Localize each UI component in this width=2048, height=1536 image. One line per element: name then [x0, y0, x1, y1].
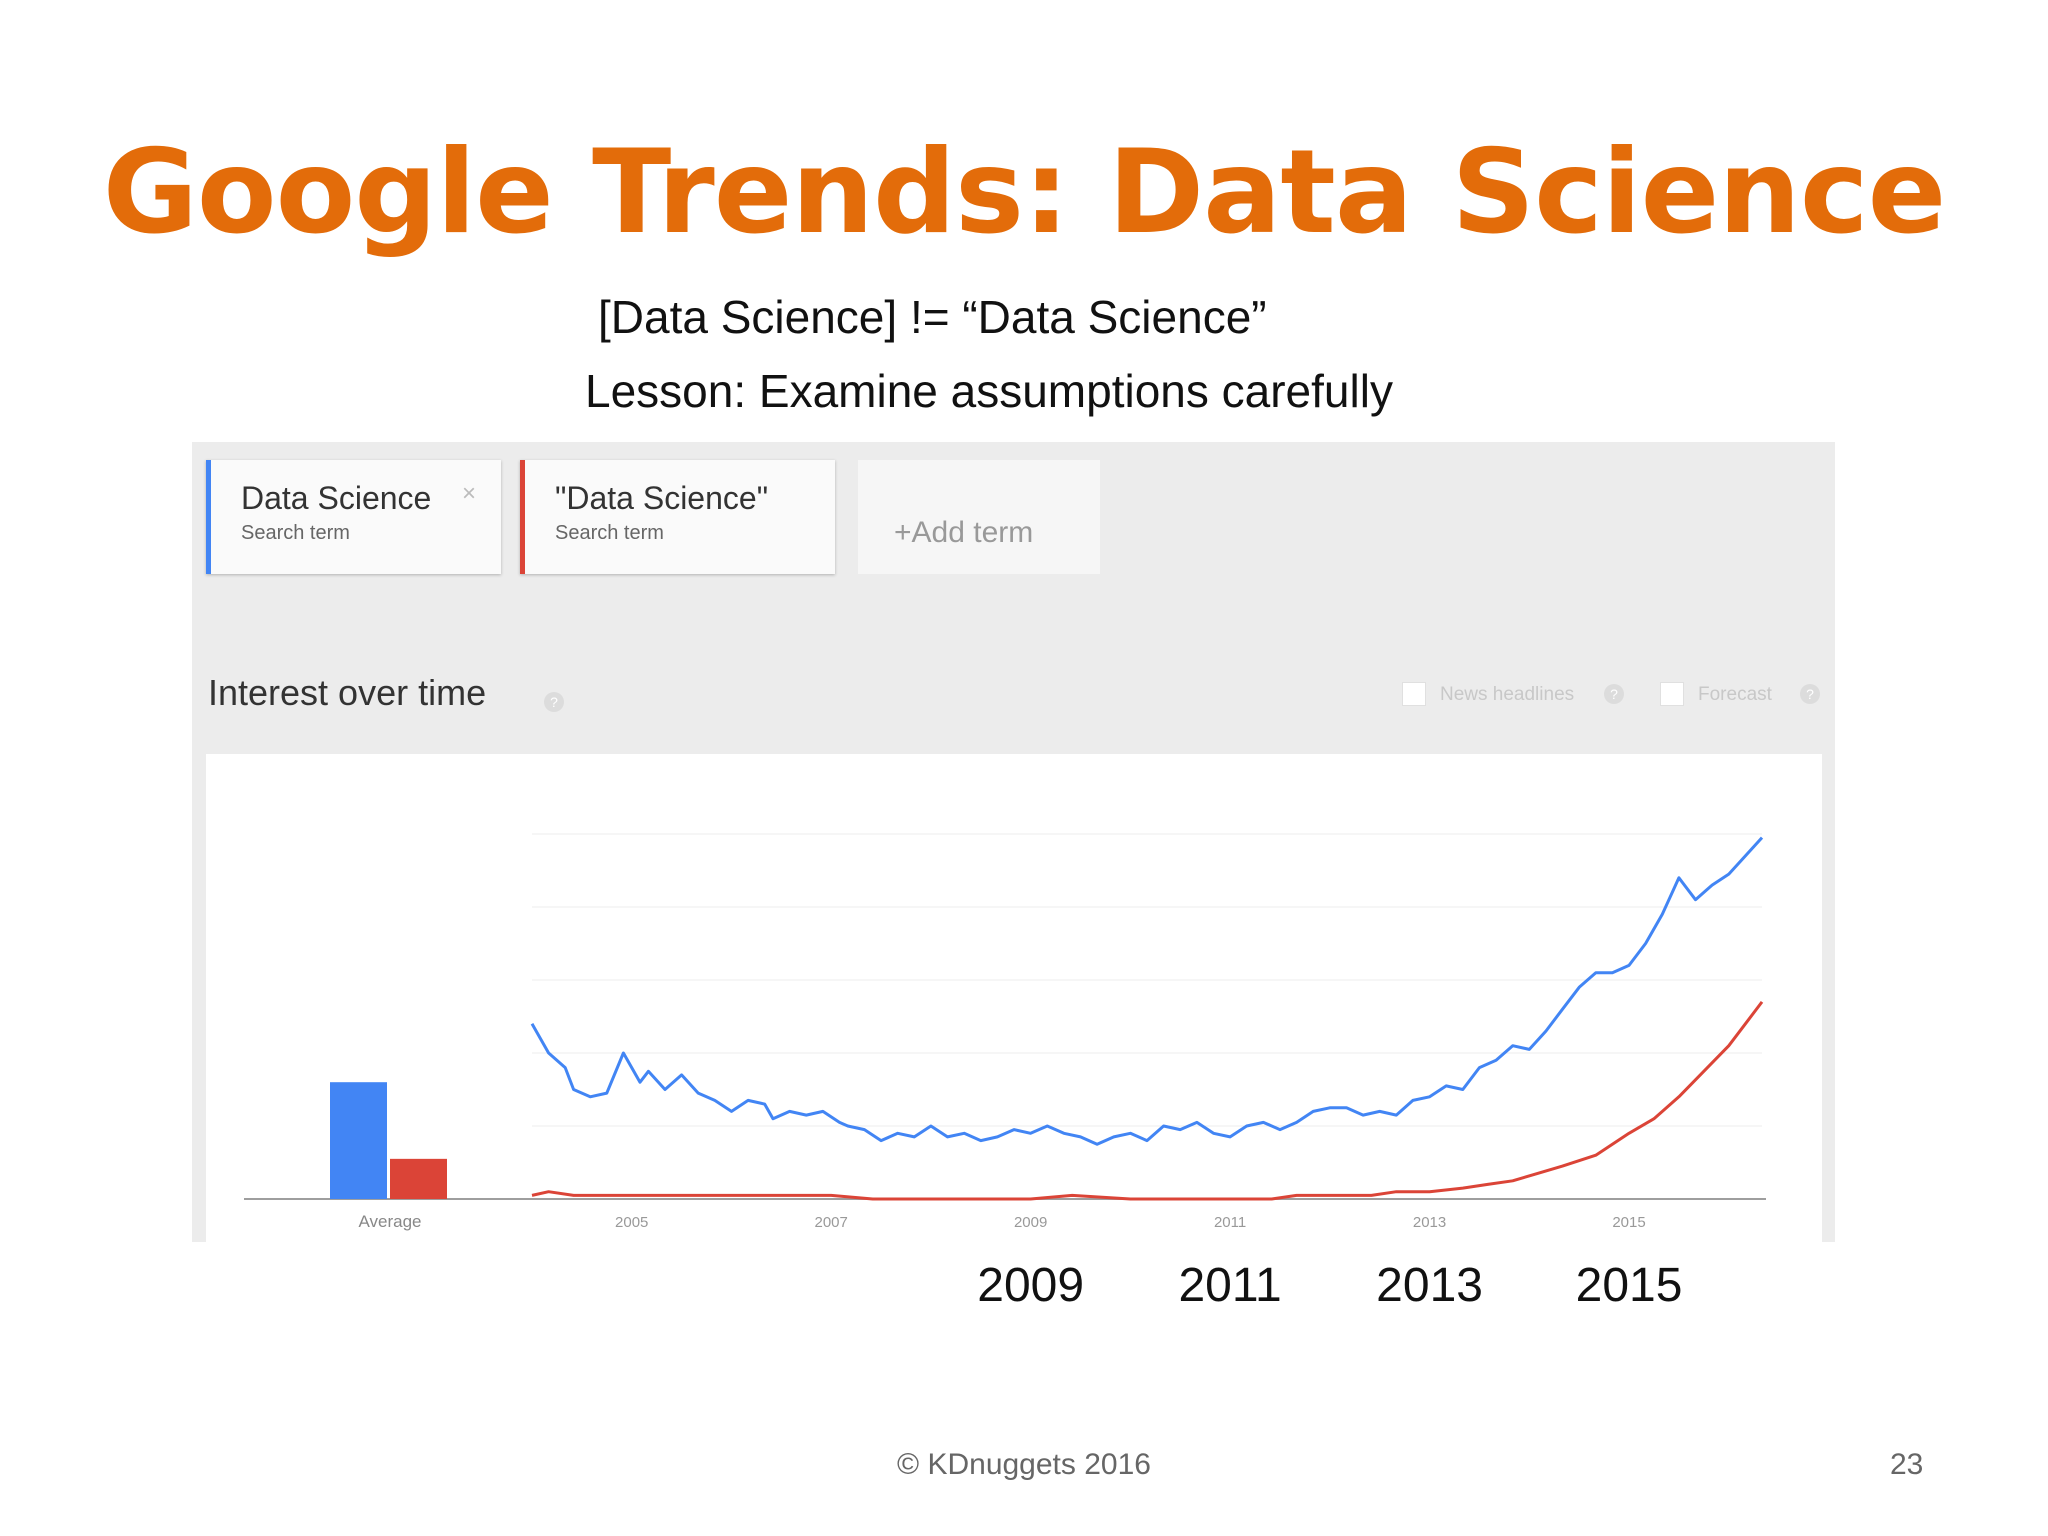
- chart-area: Average 2005 2007 2009 2011 2013 2015: [206, 754, 1822, 1242]
- help-icon[interactable]: ?: [544, 692, 564, 712]
- interest-over-time-title: Interest over time: [208, 672, 487, 713]
- search-term-sublabel: Search term: [555, 522, 664, 544]
- year-callout-2011: 2011: [1178, 1259, 1282, 1312]
- x-tick-label: 2005: [615, 1214, 648, 1231]
- news-headlines-checkbox[interactable]: [1402, 682, 1426, 706]
- close-icon[interactable]: ×: [462, 480, 477, 507]
- search-term-card-data-science[interactable]: Data Science × Search term: [206, 460, 501, 574]
- year-callout-2013: 2013: [1376, 1259, 1483, 1312]
- add-term-label: +Add term: [894, 516, 1034, 549]
- add-term-button[interactable]: +Add term: [858, 460, 1100, 574]
- forecast-label: Forecast: [1698, 684, 1772, 705]
- x-tick-label: 2015: [1612, 1214, 1645, 1231]
- search-term-name: Data Science: [241, 480, 432, 516]
- series-line-data-science: [530, 836, 1764, 1146]
- search-term-card-quoted-data-science[interactable]: "Data Science" Search term: [520, 460, 835, 574]
- year-callout-2015: 2015: [1575, 1259, 1683, 1312]
- forecast-help-icon[interactable]: ?: [1800, 684, 1820, 704]
- year-callout-2009: 2009: [977, 1259, 1085, 1312]
- subtitle-line-1: [Data Science] != “Data Science”: [598, 291, 1267, 343]
- x-tick-label: 2007: [815, 1214, 848, 1231]
- news-headlines-label: News headlines: [1440, 684, 1575, 705]
- average-bar-quoted-data-science: [390, 1158, 447, 1199]
- forecast-checkbox[interactable]: [1660, 682, 1684, 706]
- search-term-sublabel: Search term: [241, 522, 350, 544]
- x-tick-label: 2013: [1413, 1214, 1446, 1231]
- average-bar-label: Average: [358, 1212, 421, 1231]
- x-tick-label: 2011: [1214, 1214, 1246, 1231]
- footer-copyright: © KDnuggets 2016: [897, 1448, 1151, 1481]
- interest-over-time-chart: Average 2005 2007 2009 2011 2013 2015: [244, 833, 1766, 1231]
- subtitle-line-2: Lesson: Examine assumptions carefully: [585, 365, 1393, 417]
- search-term-name: "Data Science": [555, 480, 769, 516]
- news-headlines-help-icon[interactable]: ?: [1604, 684, 1624, 704]
- series-line-quoted-data-science: [531, 1000, 1764, 1201]
- trends-panel: Data Science × Search term "Data Science…: [192, 442, 1835, 1242]
- slide-title: Google Trends: Data Science: [102, 125, 1947, 260]
- average-bar-data-science: [330, 1082, 387, 1199]
- page-number: 23: [1890, 1448, 1924, 1481]
- x-tick-label: 2009: [1014, 1214, 1047, 1231]
